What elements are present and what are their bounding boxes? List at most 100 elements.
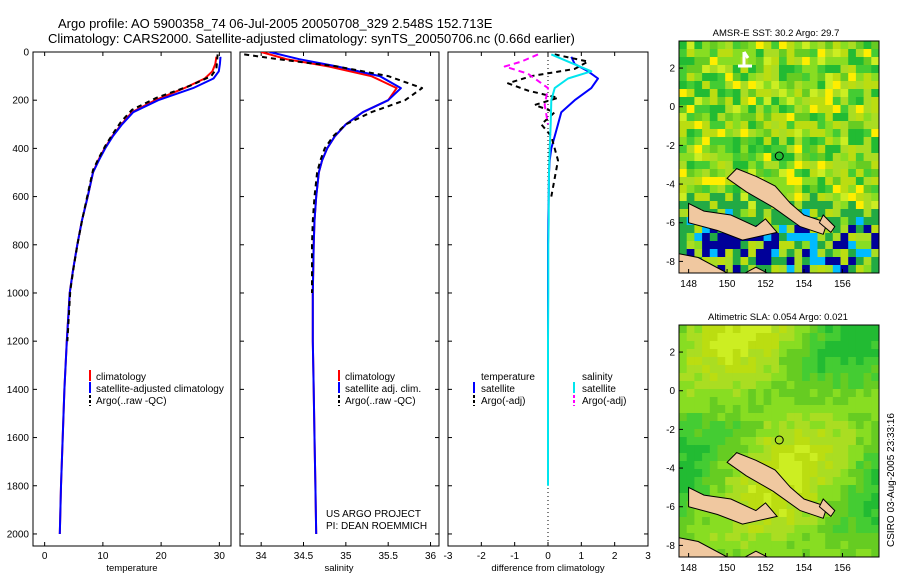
heatmap-cell (732, 73, 741, 82)
heatmap-cell (732, 333, 741, 342)
heatmap-cell (679, 525, 688, 534)
heatmap-cell (694, 121, 703, 130)
heatmap-cell (863, 357, 872, 366)
heatmap-cell (855, 265, 864, 273)
heatmap-cell (817, 325, 826, 334)
heatmap-cell (848, 533, 857, 542)
heatmap-cell (709, 41, 718, 50)
heatmap-cell (802, 341, 811, 350)
heatmap-cell (755, 397, 764, 406)
landmass (744, 266, 769, 273)
heatmap-cell (848, 405, 857, 414)
heatmap-cell (794, 225, 803, 234)
heatmap-cell (855, 161, 864, 170)
heatmap-cell (871, 57, 879, 66)
heatmap-cell (717, 373, 726, 382)
heatmap-cell (717, 169, 726, 178)
heatmap-cell (840, 177, 849, 186)
heatmap-cell (679, 225, 688, 234)
heatmap-cell (848, 161, 857, 170)
heatmap-cell (725, 161, 734, 170)
difference-axis: -3 -2 -1 0 1 2 3 (444, 51, 651, 562)
heatmap-cell (779, 525, 788, 534)
heatmap-cell (702, 509, 711, 518)
heatmap-cell (855, 41, 864, 50)
heatmap-cell (863, 169, 872, 178)
heatmap-cell (740, 397, 749, 406)
heatmap-cell (725, 397, 734, 406)
heatmap-cell (848, 429, 857, 438)
heatmap-cell (786, 257, 795, 266)
heatmap-cell (802, 533, 811, 542)
heatmap-cell (863, 153, 872, 162)
heatmap-cell (779, 349, 788, 358)
heatmap-cell (748, 533, 757, 542)
heatmap-cell (871, 105, 879, 114)
heatmap-cell (725, 105, 734, 114)
heatmap-cell (740, 129, 749, 138)
heatmap-cell (863, 389, 872, 398)
heatmap-cell (694, 145, 703, 154)
heatmap-cell (855, 105, 864, 114)
heatmap-cell (871, 65, 879, 74)
heatmap-cell (771, 421, 780, 430)
heatmap-cell (702, 121, 711, 130)
heatmap-cell (779, 177, 788, 186)
heatmap-cell (771, 81, 780, 90)
heatmap-cell (748, 41, 757, 50)
heatmap-cell (679, 517, 688, 526)
heatmap-cell (740, 493, 749, 502)
salinity-axis: 34 34.5 35 35.5 36 (240, 51, 439, 562)
x-tick-label: 152 (757, 279, 774, 290)
heatmap-cell (679, 81, 688, 90)
heatmap-cell (717, 381, 726, 390)
heatmap-cell (748, 241, 757, 250)
heatmap-cell (855, 225, 864, 234)
heatmap-cell (732, 41, 741, 50)
heatmap-cell (809, 233, 818, 242)
heatmap-cell (779, 145, 788, 154)
heatmap-cell (871, 501, 879, 510)
heatmap-cell (709, 333, 718, 342)
heatmap-cell (855, 333, 864, 342)
heatmap-cell (779, 501, 788, 510)
heatmap-cell (694, 509, 703, 518)
heatmap-cell (748, 421, 757, 430)
heatmap-cell (725, 49, 734, 58)
heatmap-cell (709, 477, 718, 486)
heatmap-cell (832, 161, 841, 170)
heatmap-cell (863, 209, 872, 218)
heatmap-cell (817, 121, 826, 130)
x-tick-label: 35.5 (378, 551, 398, 562)
heatmap-cell (702, 325, 711, 334)
heatmap-cell (763, 437, 772, 446)
heatmap-cell (771, 389, 780, 398)
heatmap-cell (686, 185, 695, 194)
heatmap-cell (863, 161, 872, 170)
heatmap-cell (786, 65, 795, 74)
heatmap-cell (832, 121, 841, 130)
heatmap-cell (702, 97, 711, 106)
heatmap-cell (779, 105, 788, 114)
heatmap-cell (832, 445, 841, 454)
x-tick-label: 30 (214, 551, 226, 562)
heatmap-cell (725, 341, 734, 350)
heatmap-cell (809, 241, 818, 250)
x-tick-label: 156 (834, 279, 851, 290)
heatmap-cell (825, 413, 834, 422)
heatmap-cell (725, 201, 734, 210)
heatmap-cell (755, 373, 764, 382)
heatmap-cell (763, 485, 772, 494)
heatmap-cell (771, 145, 780, 154)
heatmap-cell (825, 525, 834, 534)
heatmap-cell (848, 525, 857, 534)
heatmap-cell (694, 429, 703, 438)
heatmap-cell (809, 153, 818, 162)
heatmap-cell (848, 373, 857, 382)
heatmap-cell (694, 533, 703, 542)
heatmap-cell (740, 373, 749, 382)
heatmap-cell (679, 153, 688, 162)
heatmap-cell (802, 365, 811, 374)
heatmap-cell (863, 129, 872, 138)
heatmap-cell (863, 405, 872, 414)
